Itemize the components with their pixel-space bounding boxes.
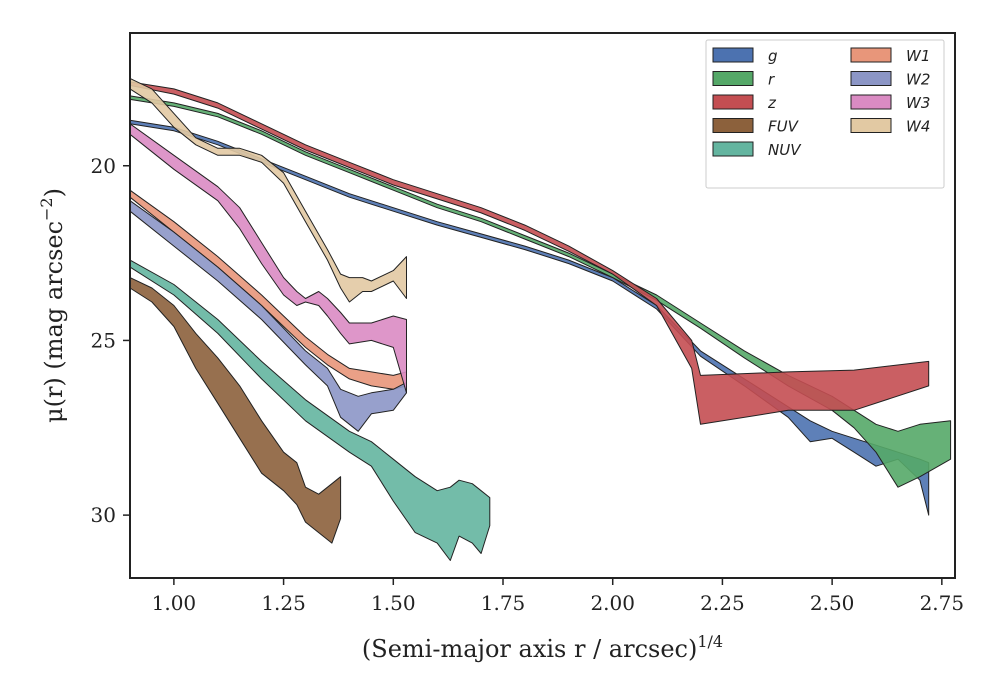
legend-swatch-g	[712, 47, 754, 63]
band-layer	[129, 77, 952, 561]
legend: grz FUV NUV W1 W2 W3 W4	[705, 39, 945, 189]
legend-label-g: g	[768, 47, 778, 65]
x-tick-label: 2.25	[700, 591, 745, 615]
x-tick-label: 1.75	[481, 591, 526, 615]
legend-label-w3: W3	[906, 94, 930, 112]
x-tick-label: 2.00	[590, 591, 635, 615]
legend-label-r: r	[768, 71, 775, 89]
x-axis-ticks: 1.00 1.25 1.50 1.75 2.00 2.25 2.50 2.75	[152, 578, 964, 615]
band-w3	[129, 123, 407, 394]
band-nuv	[129, 259, 491, 561]
legend-label-w1: W1	[906, 47, 930, 65]
y-axis-ticks: 20 25 30	[91, 154, 130, 527]
legend-swatch-w1	[850, 47, 892, 63]
y-tick-label: 25	[91, 328, 116, 352]
legend-label-nuv: NUV	[768, 141, 802, 159]
legend-swatch-nuv	[712, 141, 754, 157]
x-tick-label: 1.00	[152, 591, 197, 615]
x-tick-label: 1.50	[371, 591, 416, 615]
legend-swatch-z	[712, 94, 754, 110]
legend-label-w4: W4	[906, 118, 930, 136]
band-z	[129, 81, 930, 425]
y-tick-label: 20	[91, 154, 116, 178]
legend-swatch-w2	[850, 71, 892, 86]
x-tick-label: 2.50	[810, 591, 855, 615]
legend-swatch-fuv	[712, 118, 754, 133]
legend-swatch-w4	[850, 118, 892, 133]
band-g	[129, 119, 930, 516]
legend-swatch-r	[712, 71, 754, 86]
legend-label-fuv: FUV	[768, 118, 800, 136]
band-w4	[129, 77, 407, 303]
plot-frame	[129, 32, 956, 579]
legend-label-z: z	[767, 94, 777, 112]
band-r	[129, 95, 952, 488]
y-axis-label: μ(r) (mag arcsec−2)	[37, 188, 68, 423]
legend-label-w2: W2	[906, 71, 930, 89]
band-fuv	[129, 277, 342, 544]
x-tick-label: 1.25	[261, 591, 306, 615]
x-tick-label: 2.75	[920, 591, 965, 615]
legend-swatch-w3	[850, 94, 892, 110]
y-tick-label: 30	[91, 503, 116, 527]
x-axis-label: (Semi-major axis r / arcsec)1/4	[362, 632, 723, 663]
